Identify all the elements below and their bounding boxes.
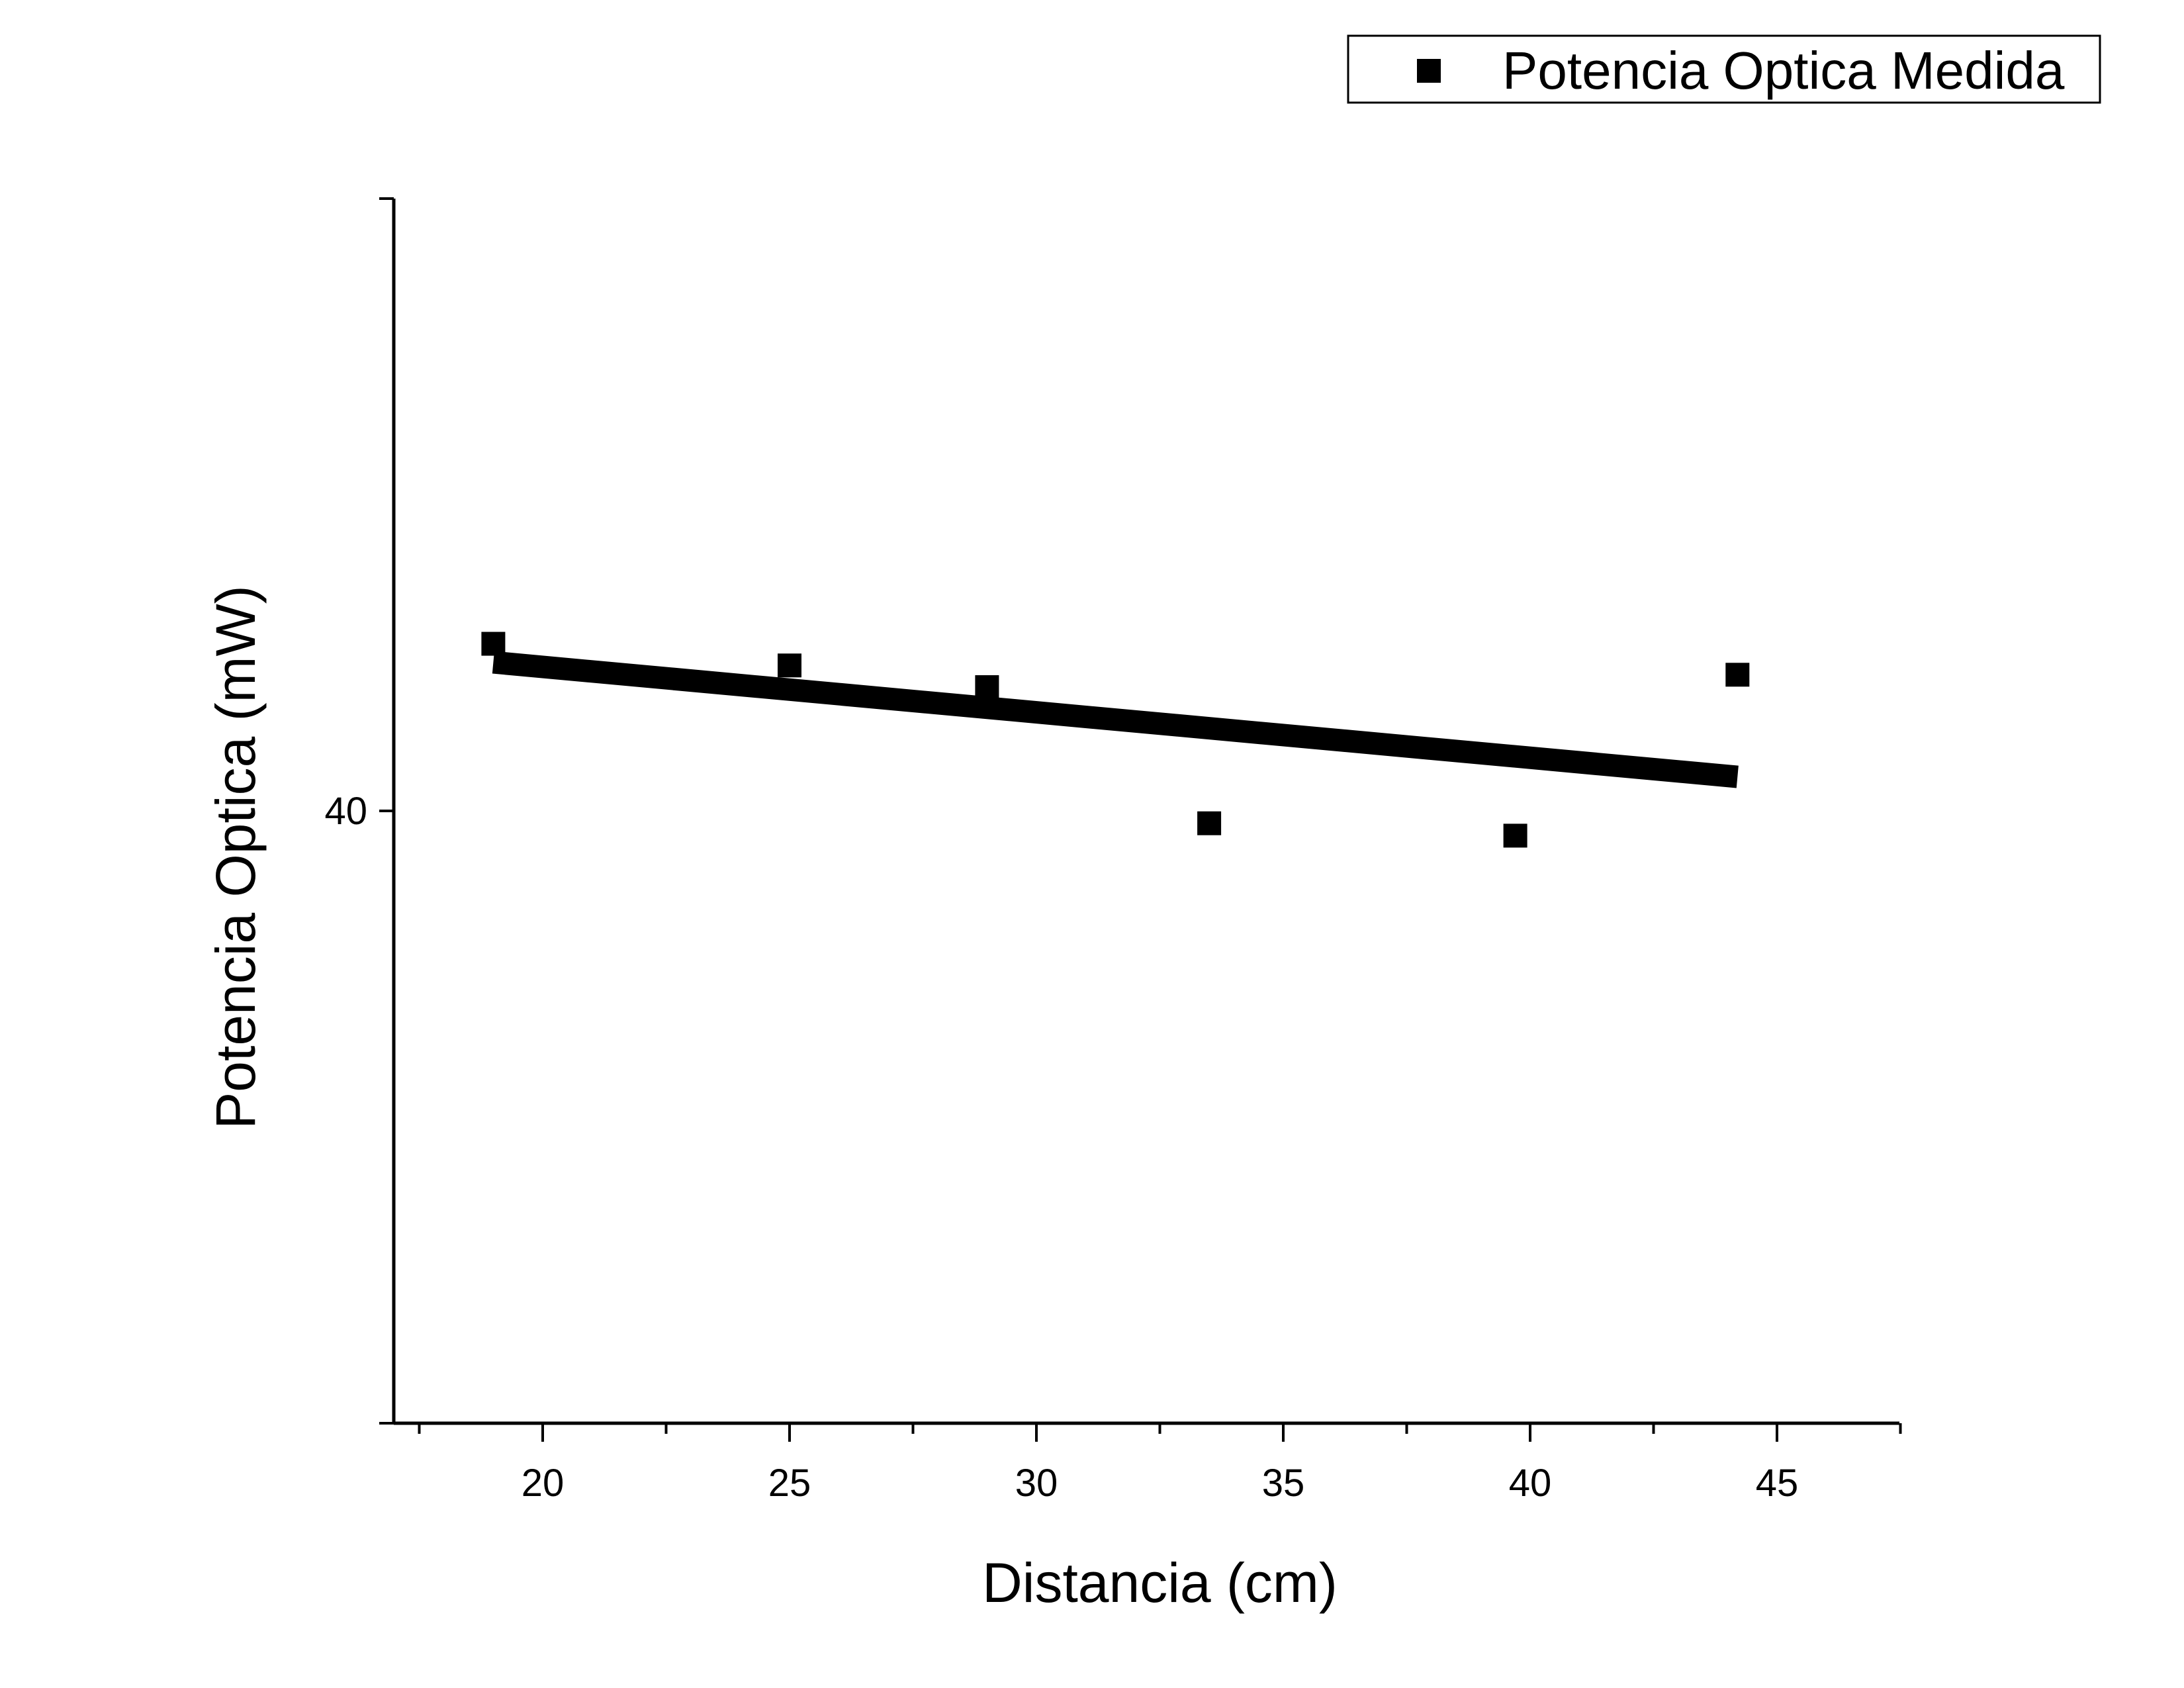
- legend: Potencia Optica Medida: [1347, 34, 2101, 104]
- x-tick-label: 40: [1509, 1462, 1552, 1505]
- x-axis-label: Distancia (cm): [982, 1552, 1338, 1614]
- x-tick-label: 25: [768, 1462, 811, 1505]
- data-point: [778, 653, 801, 678]
- axes: 20 25 30 35 40 45 40: [324, 197, 1902, 1505]
- data-point: [481, 632, 506, 656]
- data-points: [481, 632, 1750, 848]
- y-tick-label: 40: [324, 790, 367, 833]
- data-point: [1503, 823, 1527, 848]
- fit-line-group: [492, 651, 1739, 788]
- y-axis-label: Potencia Optica (mW): [205, 585, 267, 1129]
- legend-box: [1347, 34, 2101, 104]
- legend-marker-square: [1417, 59, 1441, 83]
- x-tick-label: 45: [1756, 1462, 1799, 1505]
- fit-line: [492, 651, 1739, 788]
- y-ticks: 40: [324, 197, 394, 1425]
- x-tick-label: 20: [522, 1462, 565, 1505]
- data-point: [1197, 811, 1222, 835]
- x-tick-label: 35: [1262, 1462, 1305, 1505]
- x-tick-label: 30: [1015, 1462, 1058, 1505]
- data-point: [975, 675, 999, 699]
- data-point: [1725, 663, 1750, 687]
- legend-label: Potencia Optica Medida: [1502, 41, 2065, 100]
- x-ticks: 20 25 30 35 40 45: [418, 1423, 1902, 1505]
